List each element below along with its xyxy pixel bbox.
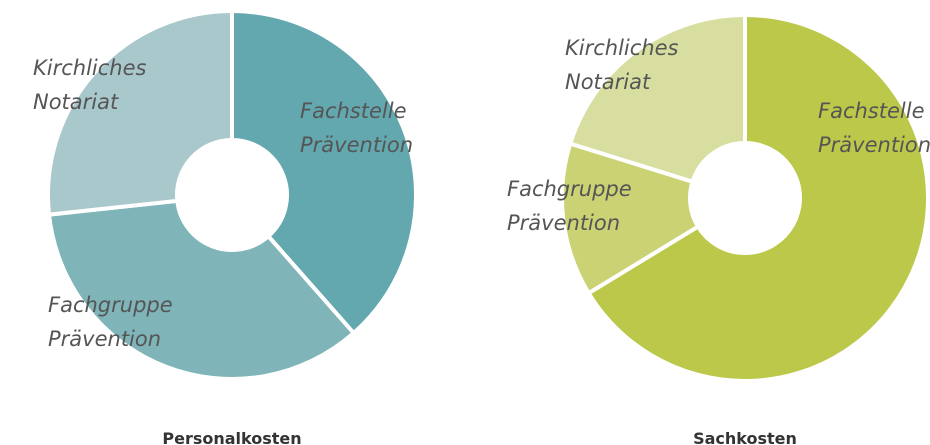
chart-title: Sachkosten: [693, 429, 797, 445]
slice-label: Fachstelle Prävention: [300, 99, 413, 157]
chart-title: Personalkosten: [162, 429, 301, 445]
slice-label: Kirchliches Notariat: [565, 36, 679, 94]
slice-label: Kirchliches Notariat: [33, 56, 147, 114]
slice-label: Fachgruppe Prävention: [507, 177, 632, 235]
slice-label: Fachstelle Prävention: [818, 99, 930, 157]
slice-label: Fachgruppe Prävention: [48, 293, 173, 351]
donut-hole: [690, 143, 800, 253]
donut-hole: [177, 140, 287, 250]
